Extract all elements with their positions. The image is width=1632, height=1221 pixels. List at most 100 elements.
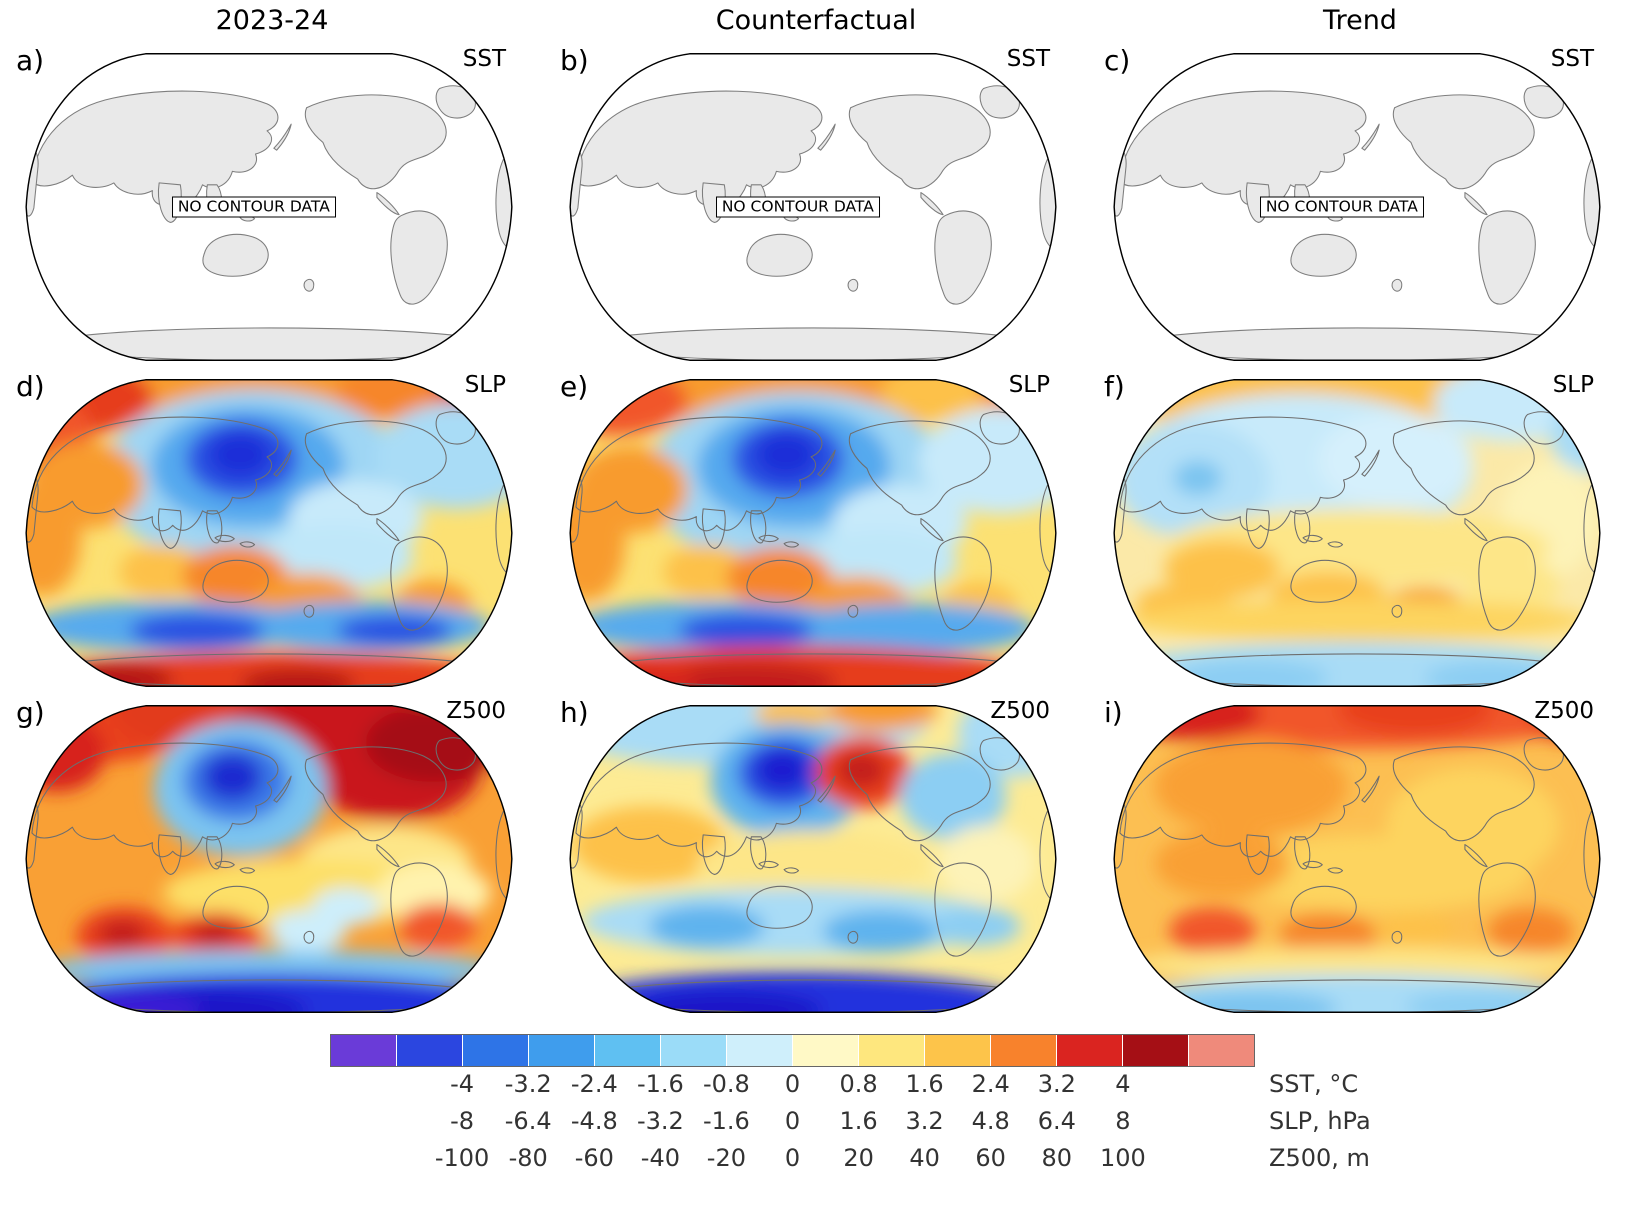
colorbar-tick: 0.8 [839,1070,878,1098]
map-svg [1113,53,1601,361]
colorbar-segment [991,1035,1056,1066]
colorbar-segment [1057,1035,1122,1066]
colorbar-tick: -80 [508,1144,548,1172]
panel-letter: a) [16,44,45,77]
column-title-counterfactual: Counterfactual [715,5,917,36]
map-svg [25,53,513,361]
map-canvas [16,48,522,366]
colorbar-tick: 3.2 [1037,1070,1076,1098]
panel-i: i) Z500 [1088,694,1632,1020]
colorbar-tick: -4.8 [570,1107,618,1135]
panel-g: g) Z500 [0,694,544,1020]
colorbar-tick: 6.4 [1037,1107,1076,1135]
map-canvas [1104,700,1610,1018]
panel-letter: i) [1104,696,1123,729]
panel-b: b) SST NO CONTOUR DATA [544,42,1088,368]
colorbar-tick: -4 [450,1070,475,1098]
colorbar-tick: -1.6 [702,1107,750,1135]
colorbar-swatches [330,1034,1255,1067]
colorbar-tick: 0 [784,1144,801,1172]
column-title-trend: Trend [1323,5,1397,36]
panel-variable-label: Z500 [446,698,506,724]
column-titles: 2023-24 Counterfactual Trend [0,0,1632,42]
colorbar-tick: -0.8 [702,1070,750,1098]
colorbar-tick: -6.4 [504,1107,552,1135]
colorbar-tick-rows: -4 -3.2 -2.4 -1.6 -0.8 0 0.8 1.6 2.4 3.2 4 SST, °C -… [330,1067,1371,1178]
panel-variable-label: SLP [1552,372,1594,398]
colorbar-segment [859,1035,924,1066]
colorbar-segment [331,1035,396,1066]
colorbar-unit-label: Z500, m [1269,1144,1370,1172]
colorbar-tick: 0 [784,1070,801,1098]
colorbar-tick: 0 [784,1107,801,1135]
map-svg [1113,705,1601,1013]
colorbar-tick: -100 [434,1144,490,1172]
colorbar-tick: 2.4 [971,1070,1010,1098]
panel-d: d) SLP [0,368,544,694]
map-canvas [1104,374,1610,692]
colorbar-segment [1189,1035,1254,1066]
map-svg [569,705,1057,1013]
panel-c: c) SST NO CONTOUR DATA [1088,42,1632,368]
map-canvas [560,374,1066,692]
map-canvas [560,700,1066,1018]
panel-e: e) SLP [544,368,1088,694]
colorbar-tick: -60 [574,1144,614,1172]
colorbar-tick: 20 [843,1144,874,1172]
map-canvas [1104,48,1610,366]
colorbar-tick: -1.6 [636,1070,684,1098]
panel-letter: f) [1104,370,1125,403]
colorbar-tick: 4.8 [971,1107,1010,1135]
colorbar-segment [463,1035,528,1066]
panel-grid: a) SST NO CONTOUR DATA b) SST NO CONTOUR… [0,42,1632,1020]
panel-variable-label: SLP [464,372,506,398]
panel-letter: e) [560,370,589,403]
colorbar-segment [595,1035,660,1066]
colorbar-tick: -20 [706,1144,746,1172]
map-svg [25,379,513,687]
colorbar-tick: 40 [909,1144,940,1172]
colorbar-tick: 4 [1115,1070,1131,1098]
panel-letter: d) [16,370,45,403]
panel-variable-label: SST [462,46,506,72]
panel-a: a) SST NO CONTOUR DATA [0,42,544,368]
panel-h: h) Z500 [544,694,1088,1020]
panel-letter: g) [16,696,45,729]
colorbar-segment [727,1035,792,1066]
map-canvas [16,700,522,1018]
panel-variable-label: Z500 [1534,698,1594,724]
panel-letter: c) [1104,44,1131,77]
map-svg [25,705,513,1013]
colorbar-segment [925,1035,990,1066]
colorbar-tick: -40 [640,1144,680,1172]
colorbar-segment [397,1035,462,1066]
map-canvas [16,374,522,692]
colorbar: -4 -3.2 -2.4 -1.6 -0.8 0 0.8 1.6 2.4 3.2 4 SST, °C -… [330,1034,1620,1178]
map-svg [569,379,1057,687]
colorbar-segment [1123,1035,1188,1066]
colorbar-segment [529,1035,594,1066]
column-title-2023-24: 2023-24 [215,5,329,36]
colorbar-tick: -8 [450,1107,475,1135]
colorbar-segment [793,1035,858,1066]
colorbar-tick-row: -4 -3.2 -2.4 -1.6 -0.8 0 0.8 1.6 2.4 3.2 4 SST, °C [330,1067,1358,1104]
map-canvas [560,48,1066,366]
colorbar-tick: 80 [1041,1144,1073,1172]
panel-variable-label: SST [1006,46,1050,72]
colorbar-tick-row: -8 -6.4 -4.8 -3.2 -1.6 0 1.6 3.2 4.8 6.4 8 SLP, hPa [330,1104,1371,1141]
colorbar-unit-label: SST, °C [1269,1070,1359,1098]
colorbar-tick: -3.2 [636,1107,684,1135]
colorbar-tick: -2.4 [570,1070,618,1098]
colorbar-tick: 1.6 [839,1107,878,1135]
colorbar-unit-label: SLP, hPa [1269,1107,1371,1135]
panel-f: f) SLP [1088,368,1632,694]
colorbar-tick: 1.6 [905,1070,944,1098]
colorbar-tick: 8 [1115,1107,1131,1135]
map-svg [569,53,1057,361]
colorbar-tick: -3.2 [504,1070,552,1098]
colorbar-tick: 3.2 [905,1107,944,1135]
panel-letter: b) [560,44,589,77]
panel-variable-label: Z500 [990,698,1050,724]
colorbar-tick: 60 [975,1144,1006,1172]
